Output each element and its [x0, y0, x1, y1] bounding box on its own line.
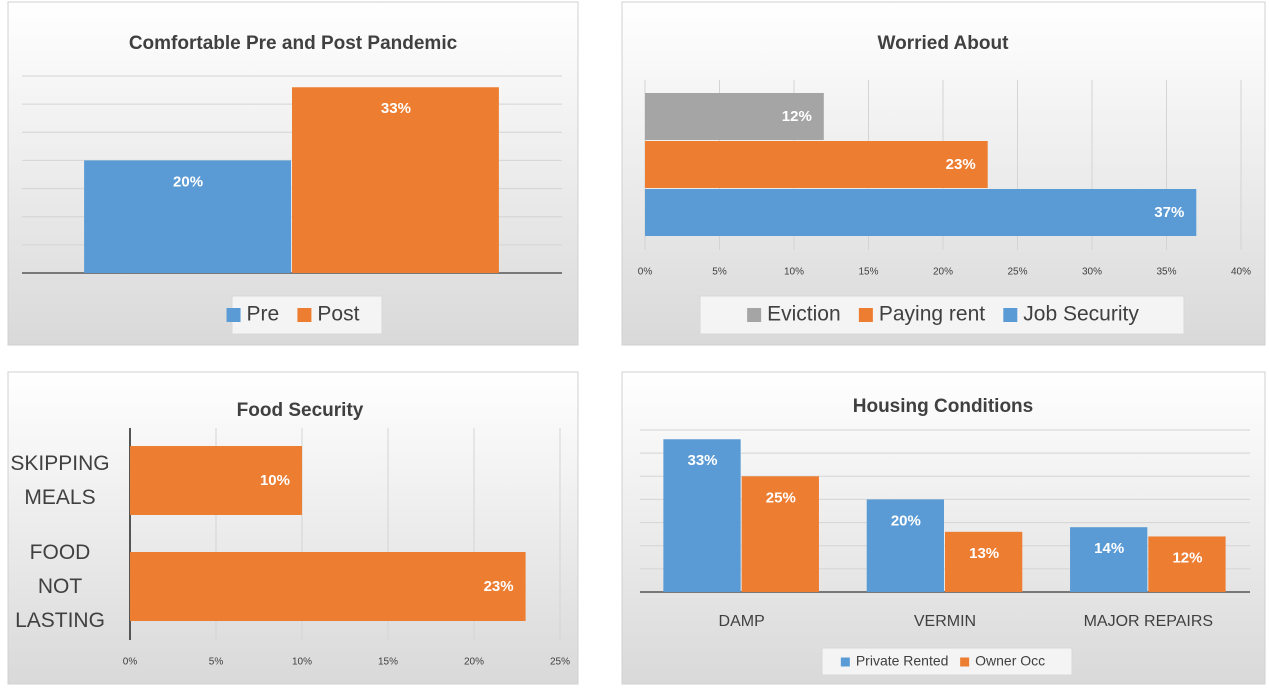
x-tick-label: 40% — [1231, 267, 1251, 278]
category-label: FOOD NOT LASTING — [15, 541, 105, 632]
x-tick-label: 10% — [784, 267, 804, 278]
legend-swatch — [747, 308, 762, 322]
chart-title: Food Security — [237, 400, 364, 421]
bar — [741, 476, 819, 592]
legend-swatch — [960, 657, 970, 667]
value-label: 12% — [1172, 549, 1202, 566]
value-label: 20% — [891, 512, 921, 529]
bar — [130, 552, 526, 621]
value-label: 33% — [688, 452, 718, 469]
legend-swatch — [297, 308, 312, 322]
bar — [663, 439, 741, 592]
value-label: 25% — [766, 489, 796, 506]
bar — [645, 189, 1197, 236]
panel — [7, 371, 579, 685]
value-label: 33% — [381, 100, 411, 117]
bar — [645, 93, 824, 140]
legend-swatch — [1003, 308, 1018, 322]
legend-label: Paying rent — [879, 303, 985, 326]
legend-swatch — [840, 657, 850, 667]
chart-title: Housing Conditions — [853, 396, 1033, 417]
value-label: 14% — [1094, 540, 1124, 557]
bar — [645, 141, 988, 188]
bar — [866, 499, 944, 592]
x-tick-label: MAJOR REPAIRS — [1084, 613, 1214, 630]
legend-box — [821, 647, 1073, 676]
value-label: 13% — [969, 545, 999, 562]
x-tick-label: DAMP — [719, 613, 765, 630]
legend-label: Post — [317, 303, 359, 326]
x-tick-label: 30% — [1082, 267, 1102, 278]
bar — [1148, 536, 1226, 592]
x-tick-label: 25% — [1007, 267, 1027, 278]
x-tick-label: 5% — [209, 657, 224, 668]
y-tick-label: FOOD NOT LASTING — [15, 541, 105, 632]
bar — [1070, 527, 1148, 592]
x-tick-label: 20% — [933, 267, 953, 278]
legend-box — [699, 295, 1185, 335]
chart-title: Worried About — [878, 33, 1010, 54]
bar — [945, 531, 1023, 592]
legend-label: Private Rented — [856, 653, 949, 669]
bar — [84, 160, 291, 273]
chart-title: Comfortable Pre and Post Pandemic — [129, 33, 458, 54]
value-label: 12% — [782, 108, 812, 125]
legend-swatch — [226, 308, 241, 322]
value-label: 10% — [260, 472, 290, 489]
bar — [292, 87, 499, 273]
value-label: 20% — [173, 173, 203, 190]
legend-label: Pre — [247, 303, 280, 326]
legend-label: Owner Occ — [975, 653, 1045, 669]
value-label: 23% — [484, 578, 514, 595]
x-tick-label: 0% — [123, 657, 138, 668]
x-tick-label: VERMIN — [914, 613, 976, 630]
x-tick-label: 15% — [858, 267, 878, 278]
x-tick-label: 0% — [638, 267, 653, 278]
category-label: SKIPPING MEALS — [10, 452, 110, 509]
x-tick-label: 25% — [550, 657, 570, 668]
legend-swatch — [858, 308, 873, 322]
value-label: 37% — [1154, 204, 1184, 221]
legend-label: Eviction — [767, 303, 841, 326]
bar — [130, 446, 302, 515]
x-tick-label: 20% — [464, 657, 484, 668]
x-tick-label: 5% — [712, 267, 727, 278]
x-tick-label: 35% — [1156, 267, 1176, 278]
legend-label: Job Security — [1023, 303, 1139, 326]
x-tick-label: 15% — [378, 657, 398, 668]
value-label: 23% — [946, 156, 976, 173]
x-tick-label: 10% — [292, 657, 312, 668]
y-tick-label: SKIPPING MEALS — [10, 452, 110, 509]
